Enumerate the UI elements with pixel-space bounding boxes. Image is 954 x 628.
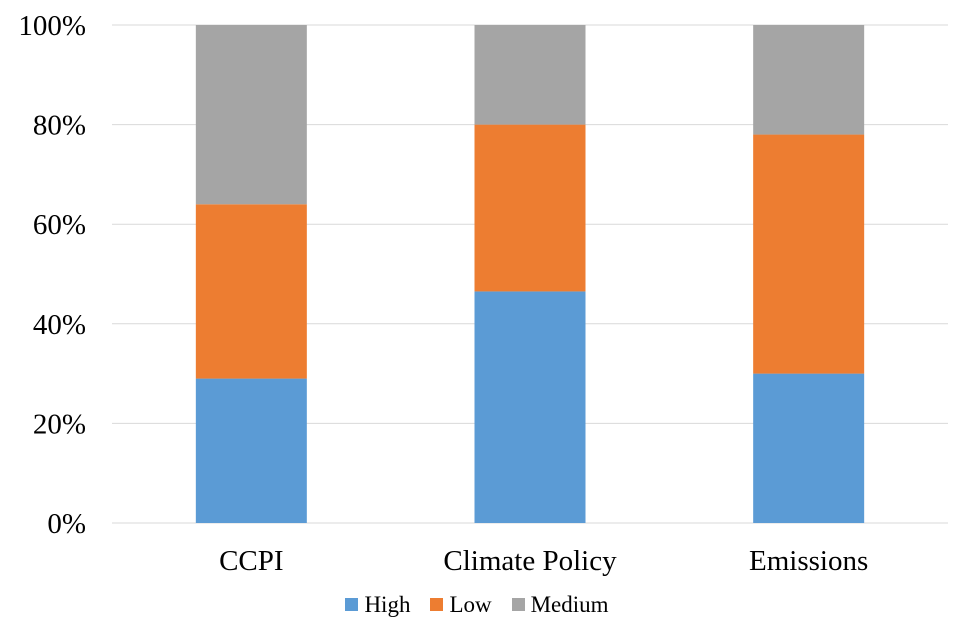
bar-medium-emissions	[753, 25, 865, 135]
x-tick-label: Climate Policy	[443, 545, 617, 577]
bar-medium-climate-policy	[474, 25, 586, 125]
legend-item-low: Low	[430, 591, 492, 617]
legend-item-medium: Medium	[511, 591, 609, 617]
y-tick-label: 20%	[33, 408, 86, 440]
bar-high-ccpi	[195, 378, 307, 523]
bar-low-ccpi	[195, 204, 307, 379]
bar-low-emissions	[753, 134, 865, 374]
y-tick-label: 0%	[47, 508, 86, 540]
x-tick-label: Emissions	[749, 545, 868, 577]
y-tick-label: 80%	[33, 110, 86, 142]
bar-high-emissions	[753, 373, 865, 523]
y-tick-label: 60%	[33, 209, 86, 241]
bar-low-climate-policy	[474, 124, 586, 292]
chart-legend: High Low Medium	[0, 588, 954, 620]
bar-medium-ccpi	[195, 25, 307, 205]
legend-label: Medium	[530, 591, 609, 617]
legend-item-high: High	[345, 593, 410, 616]
legend-label: High	[364, 591, 411, 617]
legend-swatch	[345, 597, 359, 611]
legend-label: Low	[449, 591, 492, 617]
legend-swatch	[511, 597, 525, 611]
bar-high-climate-policy	[474, 291, 586, 523]
y-tick-label: 100%	[18, 10, 86, 42]
legend-swatch	[430, 597, 444, 611]
x-tick-label: CCPI	[219, 545, 283, 577]
y-tick-label: 40%	[33, 309, 86, 341]
